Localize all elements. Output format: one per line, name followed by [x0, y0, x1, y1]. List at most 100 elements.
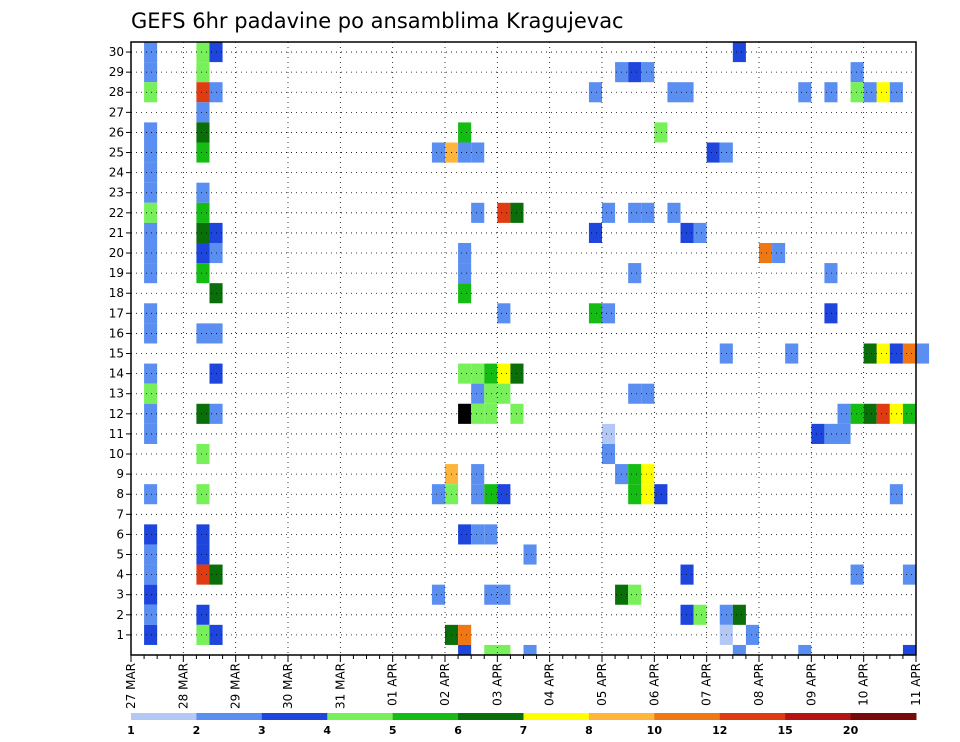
x-tick-label: 31 MAR — [333, 663, 347, 709]
heatmap-cell — [144, 303, 158, 324]
heatmap-cell — [497, 363, 511, 384]
heatmap-cell — [641, 464, 655, 485]
heatmap-cell — [484, 363, 498, 384]
heatmap-cell — [772, 242, 786, 264]
heatmap-cell — [850, 403, 864, 424]
heatmap-cell — [144, 544, 158, 565]
y-tick-label: 2 — [116, 608, 124, 622]
heatmap-cell — [471, 142, 485, 163]
legend-swatch — [719, 713, 786, 720]
heatmap-cell — [144, 584, 158, 605]
x-tick-label: 06 APR — [647, 663, 661, 706]
heatmap-cell — [144, 122, 158, 143]
legend-swatch — [327, 713, 394, 720]
legend-swatch — [785, 713, 852, 720]
heatmap-cell — [732, 644, 746, 655]
legend-swatch — [850, 713, 917, 720]
heatmap-cell — [471, 202, 485, 223]
y-tick-label: 6 — [116, 527, 124, 541]
legend-swatch — [654, 713, 721, 720]
heatmap-cell — [876, 82, 890, 103]
heatmap-cell — [497, 484, 511, 505]
legend-label: 3 — [258, 724, 266, 737]
heatmap-cell — [431, 142, 445, 163]
heatmap-cell — [824, 82, 838, 103]
y-tick-label: 8 — [116, 487, 124, 501]
legend-swatch — [392, 713, 459, 720]
heatmap-cell — [484, 383, 498, 404]
legend-swatch — [458, 713, 524, 720]
heatmap-cell — [628, 202, 642, 223]
heatmap-cell — [602, 443, 616, 465]
heatmap-cell — [732, 604, 746, 625]
heatmap-cell — [484, 403, 498, 424]
heatmap-cell — [458, 524, 472, 545]
heatmap-cell — [759, 242, 773, 264]
heatmap-cell — [667, 82, 681, 103]
heatmap-cell — [628, 484, 642, 505]
y-axis: 1234567891011121314151617181920212223242… — [109, 45, 131, 642]
heatmap-cell — [144, 564, 158, 585]
heatmap-cell — [471, 383, 485, 404]
heatmap-cell — [144, 423, 158, 444]
heatmap-cell — [497, 584, 511, 605]
x-tick-label: 27 MAR — [124, 663, 138, 709]
heatmap-cell — [458, 242, 472, 264]
y-tick-label: 27 — [109, 105, 124, 119]
heatmap-cell — [628, 263, 642, 284]
heatmap-cell — [144, 383, 158, 404]
heatmap-cell — [196, 524, 210, 545]
x-tick-label: 01 APR — [386, 663, 400, 706]
x-tick-label: 05 APR — [595, 663, 609, 706]
heatmap-cell — [196, 403, 210, 424]
heatmap-cell — [497, 383, 511, 404]
heatmap-cell — [497, 202, 511, 223]
heatmap-cell — [850, 564, 864, 585]
y-tick-label: 20 — [109, 246, 124, 260]
legend-label: 5 — [389, 724, 397, 737]
heatmap-cell — [902, 403, 916, 424]
y-tick-label: 9 — [116, 467, 124, 481]
legend-swatch — [196, 713, 263, 720]
heatmap-cell — [680, 222, 694, 243]
heatmap-cell — [196, 263, 210, 284]
heatmap-cell — [628, 464, 642, 485]
heatmap-cell — [902, 564, 916, 585]
heatmap-cell — [641, 202, 655, 223]
heatmap-cell — [196, 42, 210, 63]
heatmap-cell — [431, 484, 445, 505]
heatmap-cell — [811, 423, 825, 444]
heatmap-cell — [144, 263, 158, 284]
heatmap-cell — [144, 202, 158, 223]
heatmap-cell — [745, 624, 759, 645]
x-tick-label: 28 MAR — [176, 663, 190, 709]
heatmap-cell — [641, 484, 655, 505]
heatmap-cell — [144, 363, 158, 384]
heatmap-cell — [863, 82, 877, 103]
y-tick-label: 21 — [109, 226, 124, 240]
heatmap-cell — [144, 42, 158, 63]
heatmap-cell — [680, 82, 694, 103]
heatmap-cell — [144, 162, 158, 183]
heatmap-cell — [484, 584, 498, 605]
y-tick-label: 22 — [109, 206, 124, 220]
heatmap-cell — [196, 544, 210, 565]
heatmap-cell — [144, 242, 158, 264]
heatmap-cell — [144, 323, 158, 344]
heatmap-cell — [196, 142, 210, 163]
heatmap-cell — [196, 564, 210, 585]
heatmap-cell — [680, 564, 694, 585]
y-tick-label: 19 — [109, 266, 124, 280]
heatmap-cell — [484, 644, 498, 655]
heatmap-cells — [144, 42, 930, 655]
y-tick-label: 7 — [116, 507, 124, 521]
heatmap-cell — [667, 202, 681, 223]
legend-swatch — [261, 713, 328, 720]
heatmap-cell — [144, 82, 158, 103]
legend-swatch — [131, 713, 197, 720]
heatmap-cell — [706, 142, 720, 163]
heatmap-cell — [850, 62, 864, 83]
heatmap-cell — [196, 443, 210, 465]
heatmap-cell — [680, 604, 694, 625]
